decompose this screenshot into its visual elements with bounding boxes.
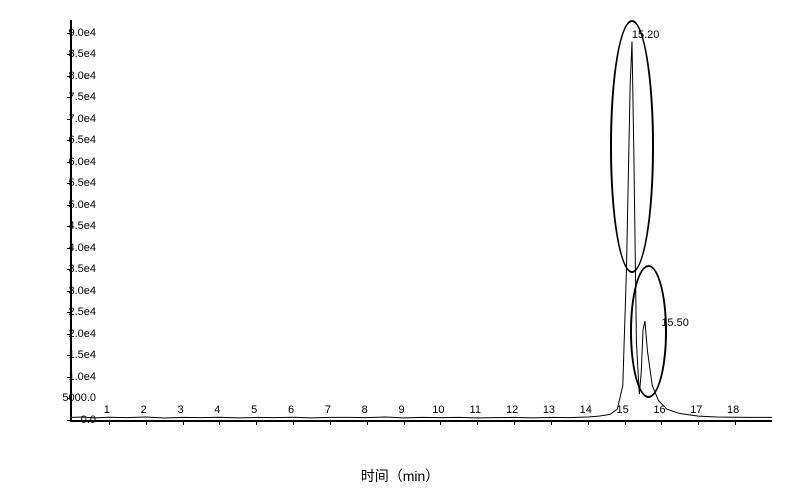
x-tick-label: 13 xyxy=(543,404,555,416)
y-tick-label: 1.0e4 xyxy=(36,371,96,383)
x-tick-mark xyxy=(698,420,699,425)
x-tick-mark xyxy=(219,420,220,425)
x-tick-label: 16 xyxy=(653,404,665,416)
x-tick-mark xyxy=(256,420,257,425)
x-tick-mark xyxy=(588,420,589,425)
x-tick-label: 2 xyxy=(141,404,147,416)
y-tick-label: 7.5e4 xyxy=(36,91,96,103)
x-tick-mark xyxy=(293,420,294,425)
x-tick-label: 5 xyxy=(251,404,257,416)
plot-area xyxy=(70,20,772,422)
x-tick-label: 3 xyxy=(177,404,183,416)
y-tick-label: 0.0 xyxy=(36,414,96,426)
trace-svg xyxy=(72,20,772,420)
y-tick-label: 9.0e4 xyxy=(36,27,96,39)
x-tick-label: 1 xyxy=(104,404,110,416)
x-tick-label: 18 xyxy=(727,404,739,416)
x-tick-mark xyxy=(183,420,184,425)
x-tick-label: 15 xyxy=(617,404,629,416)
x-tick-mark xyxy=(551,420,552,425)
y-tick-label: 2.5e4 xyxy=(36,306,96,318)
y-tick-label: 7.0e4 xyxy=(36,113,96,125)
x-tick-label: 17 xyxy=(690,404,702,416)
x-tick-label: 8 xyxy=(362,404,368,416)
x-tick-label: 10 xyxy=(432,404,444,416)
y-tick-label: 4.0e4 xyxy=(36,242,96,254)
chromatogram-chart: 时间（min） 0.0 5000.0 1.0e4 1.5e4 2.0e4 2.5e4 3.0… xyxy=(0,0,800,500)
x-tick-label: 14 xyxy=(580,404,592,416)
x-tick-mark xyxy=(477,420,478,425)
y-tick-label: 3.0e4 xyxy=(36,285,96,297)
x-tick-mark xyxy=(440,420,441,425)
x-tick-mark xyxy=(404,420,405,425)
x-tick-mark xyxy=(367,420,368,425)
y-tick-label: 8.0e4 xyxy=(36,70,96,82)
x-tick-mark xyxy=(146,420,147,425)
x-tick-mark xyxy=(661,420,662,425)
y-tick-label: 4.5e4 xyxy=(36,220,96,232)
x-tick-mark xyxy=(514,420,515,425)
x-tick-label: 4 xyxy=(214,404,220,416)
y-tick-label: 1.5e4 xyxy=(36,349,96,361)
x-tick-mark xyxy=(625,420,626,425)
y-tick-label: 5000.0 xyxy=(36,392,96,404)
peak-ellipse xyxy=(630,265,667,398)
y-tick-label: 6.0e4 xyxy=(36,156,96,168)
x-tick-mark xyxy=(330,420,331,425)
y-tick-label: 3.5e4 xyxy=(36,263,96,275)
y-tick-label: 2.0e4 xyxy=(36,328,96,340)
signal-trace xyxy=(72,42,772,419)
peak-ellipse xyxy=(610,20,655,273)
x-tick-label: 7 xyxy=(325,404,331,416)
y-tick-label: 6.5e4 xyxy=(36,134,96,146)
y-tick-label: 5.0e4 xyxy=(36,199,96,211)
x-tick-label: 11 xyxy=(470,404,481,416)
y-tick-label: 5.5e4 xyxy=(36,177,96,189)
y-tick-label: 8.5e4 xyxy=(36,48,96,60)
x-tick-label: 12 xyxy=(506,404,518,416)
x-tick-mark xyxy=(735,420,736,425)
x-tick-label: 6 xyxy=(288,404,294,416)
x-tick-mark xyxy=(109,420,110,425)
x-axis-label: 时间（min） xyxy=(361,466,440,486)
x-tick-label: 9 xyxy=(399,404,405,416)
